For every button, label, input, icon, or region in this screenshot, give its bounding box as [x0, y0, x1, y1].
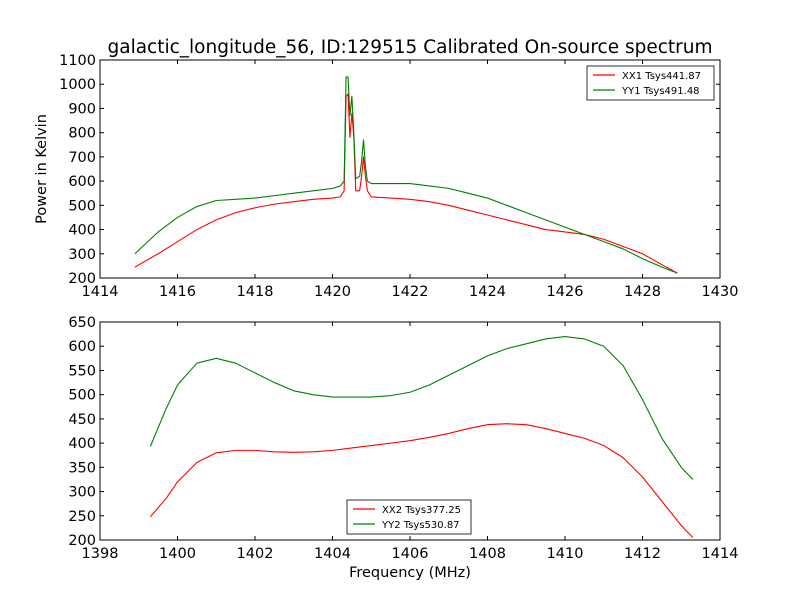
x-tick-label: 1408 — [469, 546, 506, 562]
x-tick-label: 1412 — [624, 546, 661, 562]
top-plot-panel: 1414 1416 1418 1420 1422 1424 1426 1428 1430 200 3… — [59, 53, 738, 300]
legend-label: XX1 Tsys441.87 — [622, 71, 701, 82]
legend-label: YY1 Tsys491.48 — [621, 86, 700, 97]
x-tick-label: 1400 — [159, 546, 196, 562]
y-tick-label: 300 — [68, 247, 96, 263]
y-tick-label: 1100 — [59, 53, 96, 69]
x-tick-label: 1416 — [159, 284, 196, 300]
y-tick-label: 1000 — [59, 77, 96, 93]
legend: XX1 Tsys441.87 YY1 Tsys491.48 — [586, 65, 715, 101]
x-tick-label: 1414 — [702, 546, 739, 562]
y-tick-label: 700 — [68, 150, 96, 166]
x-tick-label: 1424 — [469, 284, 506, 300]
x-tick-label: 1406 — [392, 546, 429, 562]
legend-label: XX2 Tsys377.25 — [382, 505, 461, 516]
y-tick-label: 350 — [68, 460, 96, 476]
x-tick-label: 1410 — [547, 546, 584, 562]
x-tick-label: 1414 — [82, 284, 119, 300]
series-line-yy1 — [134, 76, 678, 274]
x-tick-label: 1418 — [237, 284, 274, 300]
series-line-yy2 — [149, 335, 694, 480]
y-tick-label: 650 — [68, 315, 96, 331]
x-tick-label: 1422 — [392, 284, 429, 300]
y-tick-label: 300 — [68, 485, 96, 501]
y-axis-label: Power in Kelvin — [34, 114, 50, 224]
y-tick-label: 400 — [68, 436, 96, 452]
x-tick-label: 1404 — [314, 546, 351, 562]
y-tick-label: 600 — [68, 339, 96, 355]
y-tick-label: 500 — [68, 198, 96, 214]
x-tick-label: 1428 — [624, 284, 661, 300]
y-tick-label: 800 — [68, 126, 96, 142]
bottom-plot-panel: 1398 1400 1402 1404 1406 1408 1410 1412 1414 200 2… — [68, 315, 738, 562]
y-tick-label: 900 — [68, 101, 96, 117]
y-tick-label: 600 — [68, 174, 96, 190]
series-line-xx1 — [134, 93, 678, 274]
y-tick-label: 250 — [68, 509, 96, 525]
series-line-xx2 — [149, 423, 694, 538]
y-tick-label: 450 — [68, 412, 96, 428]
x-axis-label: Frequency (MHz) — [349, 565, 471, 581]
x-tick-label: 1420 — [314, 284, 351, 300]
y-tick-label: 200 — [68, 271, 96, 287]
y-tick-label: 400 — [68, 223, 96, 239]
x-tick-label: 1430 — [702, 284, 739, 300]
y-tick-label: 550 — [68, 363, 96, 379]
y-tick-label: 500 — [68, 388, 96, 404]
legend-label: YY2 Tsys530.87 — [381, 520, 460, 531]
x-tick-label: 1398 — [82, 546, 119, 562]
legend: XX2 Tsys377.25 YY2 Tsys530.87 — [346, 499, 472, 535]
y-tick-label: 200 — [68, 533, 96, 549]
x-tick-label: 1426 — [547, 284, 584, 300]
x-tick-label: 1402 — [237, 546, 274, 562]
chart-title: galactic_longitude_56, ID:129515 Calibra… — [108, 37, 713, 58]
